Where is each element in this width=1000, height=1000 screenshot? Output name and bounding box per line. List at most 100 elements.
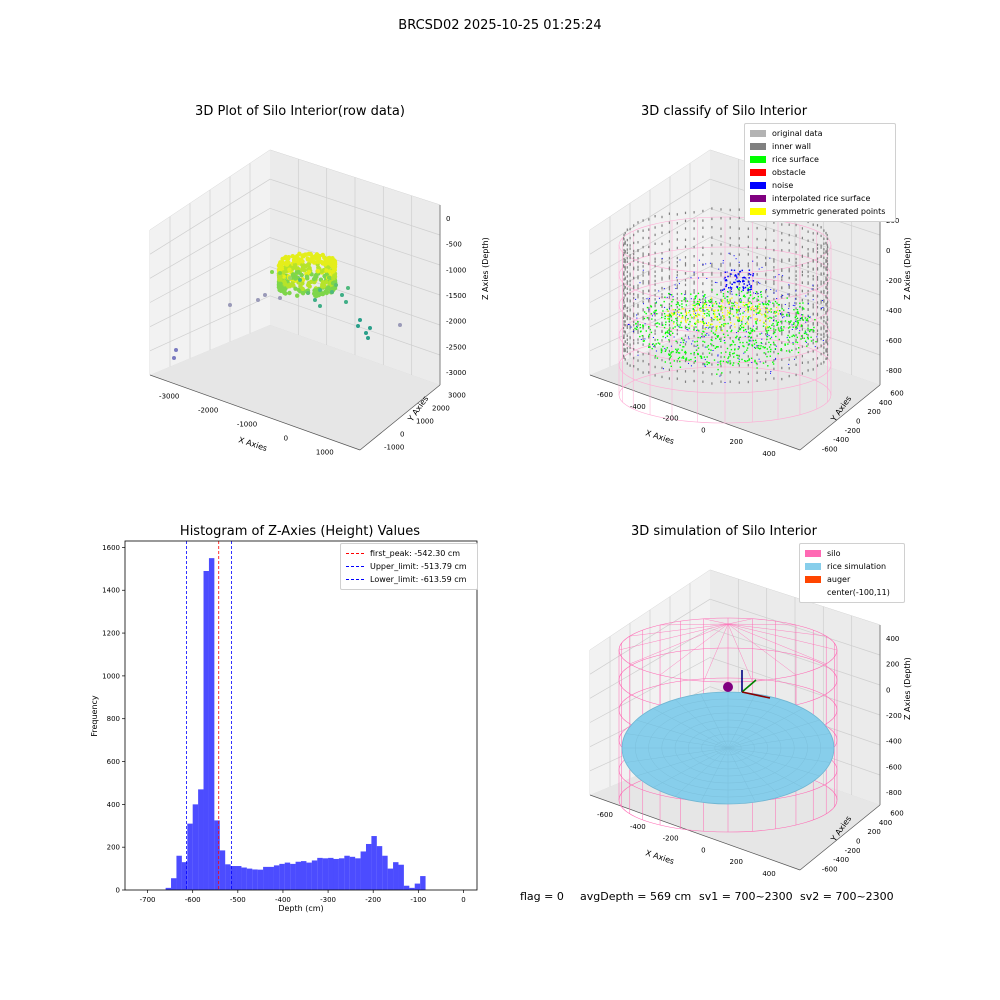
legend-label: auger <box>827 575 851 584</box>
wall-point <box>623 257 625 261</box>
rice-point <box>723 323 725 325</box>
noise-point <box>648 298 650 300</box>
rice-point <box>703 341 706 343</box>
wall-point <box>729 299 731 302</box>
classify-xtick: -600 <box>597 391 613 399</box>
rice-point <box>743 305 746 307</box>
wall-point <box>661 276 663 279</box>
noise-point <box>724 382 726 383</box>
histogram-xtick: -400 <box>275 896 291 904</box>
wall-point <box>661 258 663 261</box>
rice-point <box>680 322 682 324</box>
raw-point <box>228 303 232 307</box>
rice-point <box>660 304 662 306</box>
raw-xtick: 0 <box>284 434 288 442</box>
rice-point <box>668 320 670 323</box>
wall-point <box>693 227 695 230</box>
rice-point <box>777 321 780 323</box>
wall-point <box>823 346 825 349</box>
rice-point <box>668 318 671 320</box>
noise-point <box>799 330 801 332</box>
noise-point <box>812 284 814 286</box>
rice-point <box>729 312 731 314</box>
rice-point <box>669 357 671 359</box>
noise-point <box>767 295 769 297</box>
wall-point <box>812 342 814 345</box>
rice-point <box>685 352 687 354</box>
wall-point <box>816 313 819 317</box>
rice-mesh <box>727 708 804 749</box>
symmetric-point <box>734 306 736 308</box>
silo-roof-wire <box>727 623 796 626</box>
silo-roof-wire <box>659 623 729 676</box>
rice-point <box>694 341 696 343</box>
noise-point <box>632 330 634 332</box>
rice-point <box>737 309 739 311</box>
wall-point <box>816 301 819 304</box>
wall-point <box>795 251 797 254</box>
legend-label: symmetric generated points <box>772 207 886 216</box>
wall-point <box>633 320 635 324</box>
rice-point <box>703 313 706 315</box>
rice-point <box>806 318 809 320</box>
wall-point <box>626 338 628 341</box>
noise-point <box>738 280 740 282</box>
symmetric-point <box>672 309 674 311</box>
rice-point <box>695 349 698 351</box>
symmetric-point <box>752 308 755 310</box>
wall-point <box>711 343 713 347</box>
wall-point <box>756 256 758 259</box>
rice-point <box>712 313 715 315</box>
rice-point <box>714 347 717 349</box>
rice-point <box>778 329 780 331</box>
noise-point <box>738 358 740 360</box>
wall-point <box>816 276 819 279</box>
rice-point <box>768 300 770 302</box>
noise-point <box>787 293 789 295</box>
noise-point <box>721 289 724 291</box>
wall-point <box>729 272 731 276</box>
rice-mesh <box>727 747 831 763</box>
noise-point <box>788 314 790 316</box>
wall-point <box>756 353 758 356</box>
wall-point <box>684 238 687 241</box>
noise-point <box>666 296 668 298</box>
wall-point <box>711 226 713 229</box>
rice-point <box>708 348 710 350</box>
rice-point <box>772 323 774 325</box>
histogram-bar <box>328 857 334 890</box>
wall-point <box>781 330 783 333</box>
rice-point <box>772 361 774 363</box>
rice-point <box>744 328 747 331</box>
legend-label: Upper_limit: -513.79 cm <box>370 562 467 571</box>
rice-point <box>720 340 722 342</box>
wall-point <box>795 257 797 261</box>
raw-point <box>300 291 306 296</box>
legend-label: rice surface <box>772 155 819 164</box>
rice-point <box>685 358 687 360</box>
noise-point <box>750 288 752 290</box>
wall-point <box>729 264 731 267</box>
simulation-ytick: 600 <box>890 810 903 818</box>
rice-point <box>663 300 665 303</box>
rice-point <box>777 327 780 329</box>
wall-point <box>676 238 678 241</box>
symmetric-point <box>710 297 713 299</box>
noise-point <box>820 307 822 309</box>
wall-point <box>795 261 797 264</box>
wall-point <box>788 321 790 324</box>
rice-point <box>796 317 799 319</box>
wall-point <box>702 298 704 301</box>
rice-point <box>679 324 681 326</box>
noise-point <box>705 297 707 299</box>
rice-point <box>772 302 774 304</box>
rice-point <box>776 302 778 304</box>
rice-point <box>750 337 753 339</box>
wall-point <box>637 221 639 224</box>
wall-point <box>825 339 827 342</box>
wall-point <box>702 344 704 347</box>
noise-point <box>734 275 736 277</box>
rice-mesh <box>727 719 820 749</box>
noise-point <box>702 308 704 310</box>
wall-point <box>626 324 628 328</box>
